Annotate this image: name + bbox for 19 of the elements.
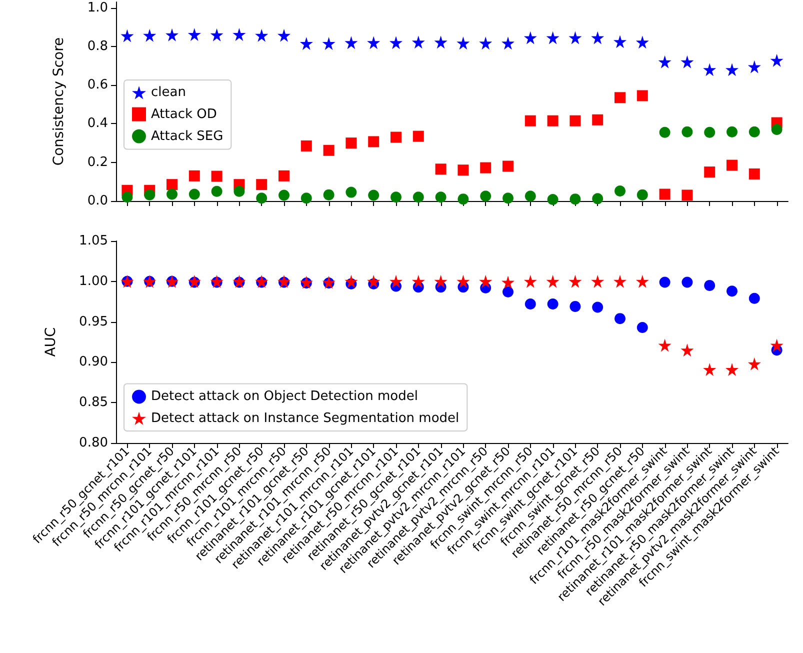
legend-label: Attack SEG bbox=[151, 128, 224, 144]
legend-label: Detect attack on Instance Segmentation model bbox=[151, 410, 460, 426]
y-axis-title: Consistency Score bbox=[51, 37, 67, 166]
y-tick-label: 0.90 bbox=[79, 354, 108, 370]
y-tick-label: 0.2 bbox=[87, 154, 108, 170]
y-tick-label: 0.95 bbox=[79, 314, 108, 330]
legend-label: Detect attack on Object Detection model bbox=[151, 389, 418, 404]
y-tick-label: 0.85 bbox=[79, 395, 108, 410]
y-tick-label: 0.4 bbox=[87, 116, 108, 132]
y-tick-label: 1.00 bbox=[79, 274, 108, 289]
y-tick-label: 1.05 bbox=[79, 234, 108, 248]
legend-label: clean bbox=[151, 85, 186, 100]
y-tick-label: 0.6 bbox=[87, 78, 108, 93]
y-tick-label: 0.8 bbox=[87, 38, 108, 54]
y-tick-label: 0.0 bbox=[87, 194, 108, 208]
y-tick-label: 0.80 bbox=[79, 436, 108, 450]
legend-label: Attack OD bbox=[151, 106, 217, 122]
y-axis-title: AUC bbox=[43, 326, 59, 357]
y-tick-label: 1.0 bbox=[87, 0, 108, 16]
